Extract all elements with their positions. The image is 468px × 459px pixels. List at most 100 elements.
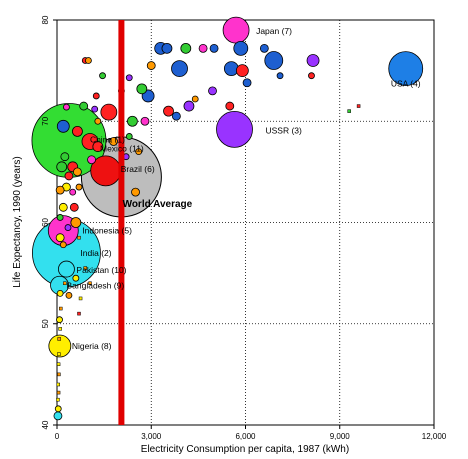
data-point	[72, 274, 80, 282]
y-tick-label: 40	[41, 420, 50, 429]
point-label: China (1)	[90, 134, 125, 144]
data-points	[31, 16, 424, 421]
data-point	[54, 405, 62, 413]
data-point	[125, 74, 133, 82]
x-tick-label: 9,000	[330, 432, 351, 441]
point-label: Brazil (6)	[121, 164, 155, 174]
x-tick-label: 12,000	[422, 432, 447, 441]
data-point	[56, 397, 60, 402]
data-point	[69, 188, 77, 196]
data-point	[208, 86, 217, 96]
data-point	[163, 105, 174, 117]
data-point	[135, 148, 143, 156]
data-point	[85, 57, 92, 64]
point-label: USA (4)	[391, 79, 421, 89]
data-point	[198, 43, 208, 53]
point-label: Japan (7)	[256, 26, 292, 36]
data-point	[56, 316, 63, 324]
data-point	[136, 83, 148, 95]
data-point	[65, 291, 73, 299]
data-point	[92, 92, 100, 100]
data-point	[171, 111, 181, 121]
data-point	[56, 362, 61, 366]
x-axis-title: Electricity Consumption per capita, 1987…	[141, 444, 349, 455]
data-point	[72, 125, 83, 137]
data-point	[58, 202, 68, 212]
data-point	[70, 217, 82, 228]
data-point	[183, 100, 195, 112]
data-point	[83, 266, 88, 270]
data-point	[88, 281, 92, 285]
data-point	[63, 281, 67, 285]
world-average-line	[118, 20, 125, 425]
y-tick-label: 60	[41, 218, 50, 227]
data-point	[56, 119, 70, 133]
y-tick-label: 80	[41, 15, 50, 24]
data-point	[306, 54, 320, 67]
data-point	[56, 214, 64, 221]
data-point	[87, 155, 96, 165]
data-point	[78, 296, 83, 301]
x-tick-label: 6,000	[235, 432, 256, 441]
data-point	[308, 72, 315, 80]
data-point	[58, 327, 62, 331]
y-tick-labels: 40 50 60 70 80	[41, 15, 50, 429]
data-point	[64, 171, 74, 181]
data-point	[131, 187, 140, 197]
data-point	[161, 42, 173, 54]
data-point	[77, 235, 81, 240]
data-point	[347, 109, 351, 113]
data-point	[57, 337, 61, 341]
point-labels: World Average Japan (7) USA (4) USSR (3) Chi…	[67, 26, 421, 351]
point-label: USSR (3)	[266, 125, 303, 135]
x-tick-label: 0	[55, 432, 60, 441]
data-point	[264, 51, 284, 70]
data-point	[55, 233, 65, 243]
point-label: Indonesia (5)	[82, 226, 132, 236]
data-point	[356, 104, 361, 108]
data-point	[63, 103, 70, 111]
data-point	[57, 352, 61, 356]
data-point	[223, 61, 239, 76]
data-point	[75, 183, 83, 191]
data-point	[100, 103, 118, 121]
data-point	[56, 382, 61, 387]
y-tick-label: 50	[41, 319, 50, 328]
data-point	[191, 95, 199, 103]
y-axis-title: Life Expectancy, 1990 (years)	[12, 156, 23, 288]
data-point	[225, 101, 235, 111]
data-point	[64, 224, 72, 231]
data-point	[276, 72, 284, 80]
data-point	[216, 110, 253, 148]
data-point	[99, 72, 106, 80]
data-point	[140, 116, 150, 126]
data-point	[222, 16, 250, 44]
data-point	[69, 202, 79, 212]
data-point	[171, 60, 188, 77]
data-point	[56, 390, 61, 395]
average-line-layer	[118, 20, 125, 425]
point-label: Mexico (11)	[100, 144, 144, 154]
data-point	[57, 372, 61, 377]
data-point	[209, 43, 219, 53]
point-label: Nigeria (8)	[72, 341, 112, 351]
data-point	[60, 152, 70, 162]
data-point	[180, 42, 192, 54]
x-tick-label: 3,000	[141, 432, 162, 441]
data-point	[388, 51, 424, 86]
data-point	[73, 167, 82, 177]
data-point	[125, 133, 133, 140]
data-point	[53, 411, 63, 421]
data-point	[58, 260, 75, 278]
point-label: India (2)	[80, 248, 111, 258]
data-point	[48, 334, 72, 358]
data-point	[55, 185, 65, 195]
data-point	[59, 241, 67, 249]
data-point	[77, 311, 81, 316]
data-point	[242, 78, 252, 88]
data-point	[94, 117, 102, 125]
data-point	[233, 40, 249, 56]
data-point	[109, 137, 118, 146]
data-point	[146, 61, 156, 70]
